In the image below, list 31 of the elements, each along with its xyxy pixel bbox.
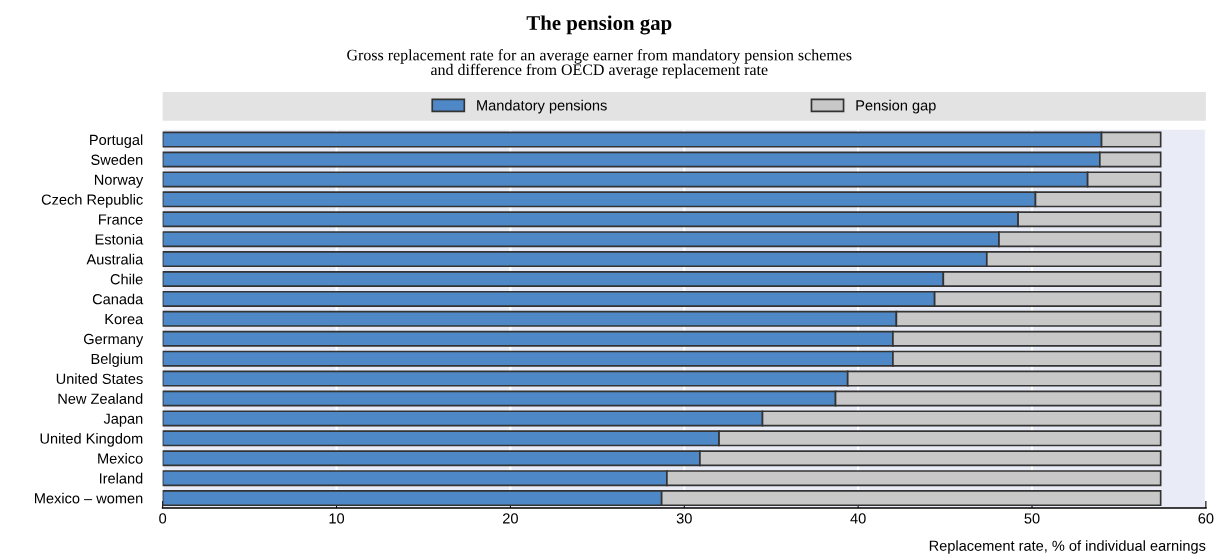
y-tick-label: Mexico bbox=[98, 452, 143, 464]
y-tick-label: Belgium bbox=[91, 353, 143, 367]
y-tick-label: Chile bbox=[110, 273, 143, 285]
y-tick-label: Ireland bbox=[99, 472, 143, 484]
x-tick-label: 60 bbox=[1198, 513, 1214, 524]
y-tick-label: Mexico – women bbox=[35, 492, 143, 504]
y-tick-label: Norway bbox=[94, 174, 144, 188]
y-tick-label: Canada bbox=[92, 293, 144, 305]
x-axis-title: Replacement rate, % of individual earnings bbox=[929, 540, 1206, 554]
x-tick-label: 30 bbox=[676, 513, 692, 524]
x-tick-label: 20 bbox=[503, 513, 518, 524]
y-tick-label: Portugal bbox=[90, 134, 143, 148]
chart-title: The pension gap bbox=[526, 15, 672, 35]
y-tick-label: Estonia bbox=[95, 233, 144, 245]
y-tick-label: France bbox=[99, 214, 143, 225]
y-tick-label: Sweden bbox=[91, 154, 143, 165]
y-tick-label: United States bbox=[56, 373, 143, 384]
y-tick-label: Czech Republic bbox=[41, 194, 143, 208]
legend-label: Pension gap bbox=[856, 99, 936, 114]
y-tick-label: United Kingdom bbox=[40, 433, 143, 447]
y-tick-label: Germany bbox=[83, 333, 144, 348]
legend-label: Mandatory pensions bbox=[477, 99, 607, 114]
x-tick-label: 40 bbox=[850, 513, 866, 524]
y-tick-label: Korea bbox=[105, 314, 144, 325]
y-tick-label: New Zealand bbox=[58, 393, 143, 404]
x-tick-label: 10 bbox=[329, 513, 345, 524]
x-tick-label: 50 bbox=[1024, 513, 1040, 524]
x-tick-label: 0 bbox=[159, 513, 167, 524]
y-tick-label: Australia bbox=[86, 253, 144, 265]
chart-subtitle: Gross replacement rate for an average earner from mandatory pension schemes and difference from OECD average replacement rate bbox=[347, 49, 852, 79]
y-tick-label: Japan bbox=[103, 413, 143, 427]
